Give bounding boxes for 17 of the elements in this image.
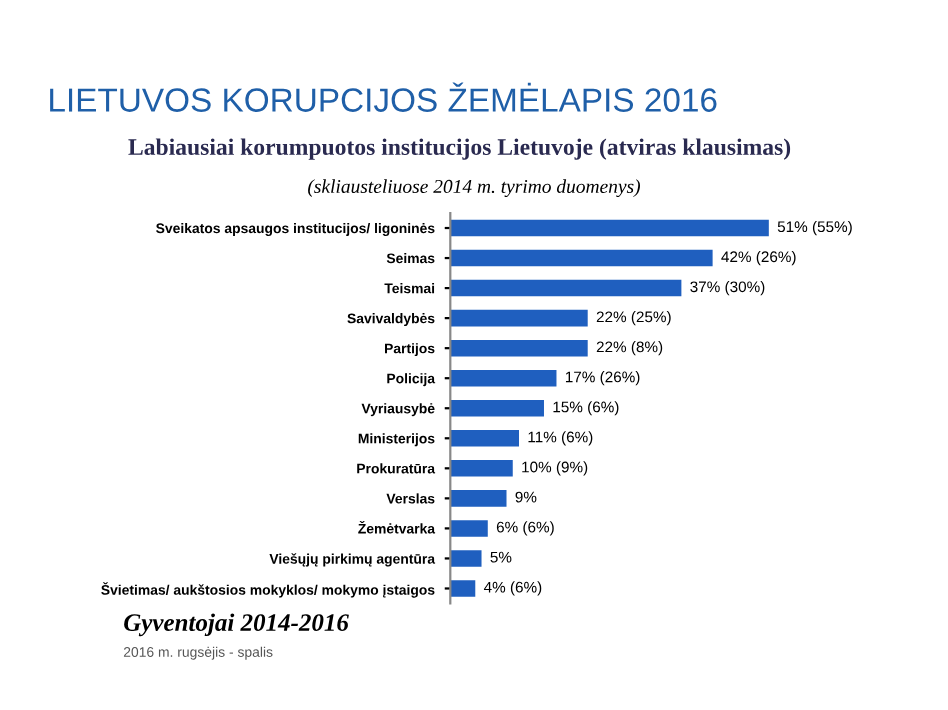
text: (skliausteliuose 2014 m. tyrimo duomenys) <box>308 179 640 197</box>
bar <box>450 399 544 417</box>
bar <box>450 339 588 357</box>
bar <box>450 279 682 297</box>
bar <box>450 580 476 597</box>
bar <box>450 550 482 567</box>
bar <box>450 460 513 477</box>
bar <box>450 309 588 327</box>
bar <box>450 369 557 387</box>
bar <box>450 490 507 507</box>
chart-title: LIETUVOS KORUPCIJOS ŽEMĖLAPIS 2016 <box>50 82 717 112</box>
text: Gyventojai 2014-2016 <box>124 613 349 637</box>
bar <box>450 520 488 537</box>
bar <box>450 430 519 447</box>
chart-subtitle: Labiausiai korumpuotos institucijos Lietuvoje (atviras klausimas) <box>128 138 791 160</box>
bar <box>450 219 769 237</box>
bar <box>450 249 713 267</box>
